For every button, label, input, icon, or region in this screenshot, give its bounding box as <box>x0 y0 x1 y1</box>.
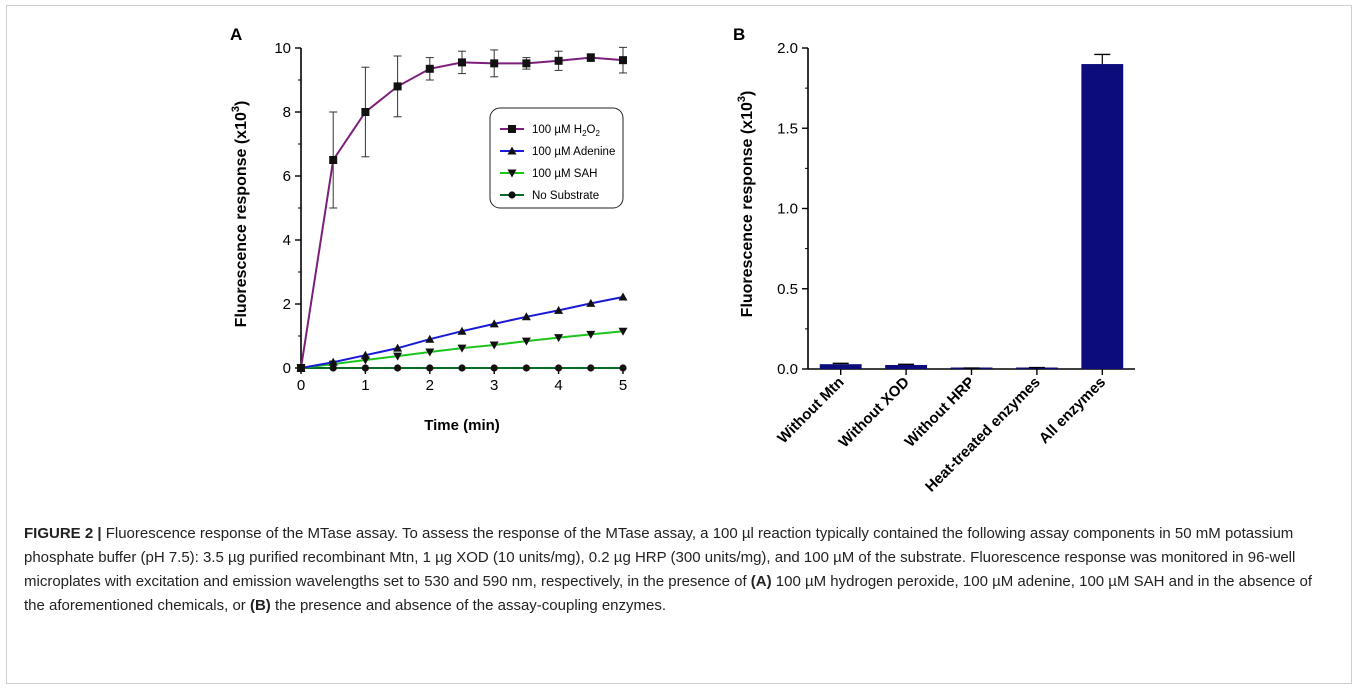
legend-marker-1 <box>507 146 517 155</box>
data-point <box>458 58 466 67</box>
panel-a-x-tick-label: 0 <box>297 377 305 394</box>
legend-marker-3 <box>508 191 516 199</box>
caption-a-text: 100 µM hydrogen peroxide, 100 µM adenine… <box>24 573 1313 614</box>
data-point <box>393 343 403 352</box>
data-point <box>297 364 305 372</box>
panel-b-y-tick-label: 2.0 <box>777 40 798 57</box>
legend-label-3: No Substrate <box>532 190 599 202</box>
data-point <box>425 348 435 357</box>
caption-text: Fluorescence response of the MTase assay… <box>24 525 1296 590</box>
data-point <box>586 298 596 307</box>
panel-b-y-tick-label: 0.0 <box>777 361 798 378</box>
data-point <box>618 327 628 336</box>
panel-b-y-tick-label: 0.5 <box>777 281 798 298</box>
bar-4 <box>1081 64 1124 370</box>
category-label-4: All enzymes <box>1036 374 1109 447</box>
panel-a-x-tick-label: 4 <box>554 377 562 394</box>
bar-0 <box>819 364 862 369</box>
data-point <box>457 326 467 335</box>
data-point <box>361 108 370 116</box>
panel-a-y-tick-label: 6 <box>283 168 291 185</box>
figure-frame <box>6 5 1352 684</box>
data-point <box>490 59 499 68</box>
panel-b-ylabel: Fluorescence response (x103) <box>736 91 756 318</box>
panel-a-label: A <box>230 25 242 44</box>
data-point <box>619 56 627 65</box>
panel-a-plot: 0 2 4 6 8 10 0 1 2 3 4 5 <box>274 40 628 394</box>
category-label-3: Heat-treated enzymes <box>922 374 1044 496</box>
panel-a-y-tick-label: 2 <box>283 296 291 313</box>
data-point <box>554 305 564 314</box>
panel-a-y-tick-label: 10 <box>274 40 291 57</box>
data-point <box>586 53 595 62</box>
data-point <box>361 364 369 372</box>
data-point <box>426 364 434 372</box>
data-point <box>425 334 435 343</box>
caption-b-text: the presence and absence of the assay-co… <box>270 597 667 614</box>
legend-label-0: 100 µM H2O2 <box>532 124 601 138</box>
data-point <box>490 364 498 372</box>
data-point <box>329 156 338 164</box>
panel-a-x-tick-label: 1 <box>361 377 369 394</box>
panel-a-x-tick-label: 2 <box>426 377 434 394</box>
data-point <box>360 350 370 359</box>
figure-canvas: A Fluorescence response (x103) Time (min… <box>230 25 1135 495</box>
panel-a-ylabel: Fluorescence response (x103) <box>230 101 250 328</box>
caption-a-label: (A) <box>750 573 772 590</box>
panel-a-y-tick-label: 8 <box>283 104 291 121</box>
data-point <box>521 312 531 321</box>
legend-label-1: 100 µM Adenine <box>532 146 615 158</box>
panel-b-y-tick-label: 1.0 <box>777 201 798 218</box>
data-point <box>328 357 338 366</box>
panel-b-label: B <box>733 25 745 44</box>
legend-marker-0 <box>508 125 516 133</box>
panel-a-x-tick-label: 5 <box>619 377 627 394</box>
panel-a-legend: 100 µM H2O2 100 µM Adenine 100 µM SAH No Su… <box>489 107 624 209</box>
panel-a-y-tick-label: 4 <box>283 232 291 249</box>
data-point <box>522 59 531 68</box>
bar-1 <box>885 364 928 369</box>
data-point <box>619 364 627 372</box>
data-point <box>393 82 402 91</box>
panel-b-y-tick-label: 1.5 <box>777 120 798 137</box>
category-label-0: Without Mtn <box>774 374 847 447</box>
data-point <box>393 352 403 361</box>
caption-lead: FIGURE 2 | <box>24 525 102 542</box>
panel-a-xlabel: Time (min) <box>424 417 500 434</box>
data-point <box>457 344 467 353</box>
data-point <box>394 364 402 372</box>
legend-marker-2 <box>507 169 517 178</box>
panel-a-y-tick-label: 0 <box>283 360 291 377</box>
panel-a-x-tick-label: 3 <box>490 377 498 394</box>
data-point <box>425 64 434 73</box>
data-point <box>554 334 564 343</box>
figure-caption: FIGURE 2 | Fluorescence response of the … <box>24 522 1336 618</box>
data-point <box>521 337 531 346</box>
legend-box <box>489 107 624 209</box>
data-point <box>489 341 499 350</box>
data-point <box>458 364 466 372</box>
data-point <box>554 56 563 65</box>
data-point <box>618 292 628 301</box>
legend-label-2: 100 µM SAH <box>532 168 597 180</box>
data-point <box>522 364 531 372</box>
data-point <box>489 319 499 328</box>
data-point <box>587 364 595 372</box>
caption-b-label: (B) <box>249 597 271 614</box>
data-point <box>555 364 563 372</box>
series-line-0 <box>300 56 624 369</box>
data-point <box>586 330 596 339</box>
